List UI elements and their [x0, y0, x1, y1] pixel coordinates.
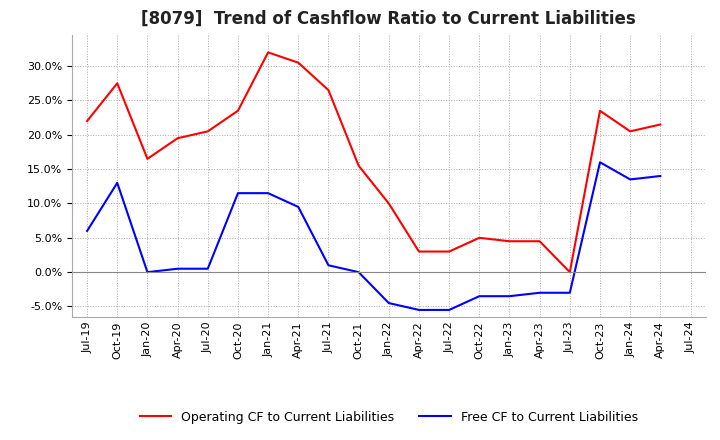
Operating CF to Current Liabilities	[143, 156, 152, 161]
Operating CF to Current Liabilities	[384, 201, 393, 206]
Free CF to Current Liabilities	[384, 301, 393, 306]
Line: Free CF to Current Liabilities: Free CF to Current Liabilities	[87, 162, 660, 310]
Free CF to Current Liabilities	[143, 270, 152, 275]
Operating CF to Current Liabilities	[505, 238, 514, 244]
Legend: Operating CF to Current Liabilities, Free CF to Current Liabilities: Operating CF to Current Liabilities, Fre…	[135, 406, 643, 429]
Free CF to Current Liabilities	[475, 293, 484, 299]
Free CF to Current Liabilities	[505, 293, 514, 299]
Free CF to Current Liabilities	[174, 266, 182, 271]
Free CF to Current Liabilities	[626, 177, 634, 182]
Operating CF to Current Liabilities	[656, 122, 665, 127]
Free CF to Current Liabilities	[656, 173, 665, 179]
Operating CF to Current Liabilities	[475, 235, 484, 240]
Operating CF to Current Liabilities	[233, 108, 242, 114]
Free CF to Current Liabilities	[354, 270, 363, 275]
Free CF to Current Liabilities	[595, 160, 604, 165]
Operating CF to Current Liabilities	[626, 129, 634, 134]
Free CF to Current Liabilities	[83, 228, 91, 234]
Free CF to Current Liabilities	[294, 204, 302, 209]
Free CF to Current Liabilities	[415, 307, 423, 312]
Title: [8079]  Trend of Cashflow Ratio to Current Liabilities: [8079] Trend of Cashflow Ratio to Curren…	[141, 10, 636, 28]
Operating CF to Current Liabilities	[174, 136, 182, 141]
Free CF to Current Liabilities	[324, 263, 333, 268]
Free CF to Current Liabilities	[204, 266, 212, 271]
Operating CF to Current Liabilities	[324, 88, 333, 93]
Free CF to Current Liabilities	[233, 191, 242, 196]
Operating CF to Current Liabilities	[83, 118, 91, 124]
Operating CF to Current Liabilities	[565, 270, 574, 275]
Free CF to Current Liabilities	[536, 290, 544, 295]
Free CF to Current Liabilities	[565, 290, 574, 295]
Operating CF to Current Liabilities	[354, 163, 363, 169]
Operating CF to Current Liabilities	[204, 129, 212, 134]
Operating CF to Current Liabilities	[415, 249, 423, 254]
Operating CF to Current Liabilities	[445, 249, 454, 254]
Line: Operating CF to Current Liabilities: Operating CF to Current Liabilities	[87, 52, 660, 272]
Free CF to Current Liabilities	[264, 191, 272, 196]
Free CF to Current Liabilities	[113, 180, 122, 186]
Operating CF to Current Liabilities	[294, 60, 302, 65]
Operating CF to Current Liabilities	[113, 81, 122, 86]
Operating CF to Current Liabilities	[264, 50, 272, 55]
Operating CF to Current Liabilities	[536, 238, 544, 244]
Operating CF to Current Liabilities	[595, 108, 604, 114]
Free CF to Current Liabilities	[445, 307, 454, 312]
